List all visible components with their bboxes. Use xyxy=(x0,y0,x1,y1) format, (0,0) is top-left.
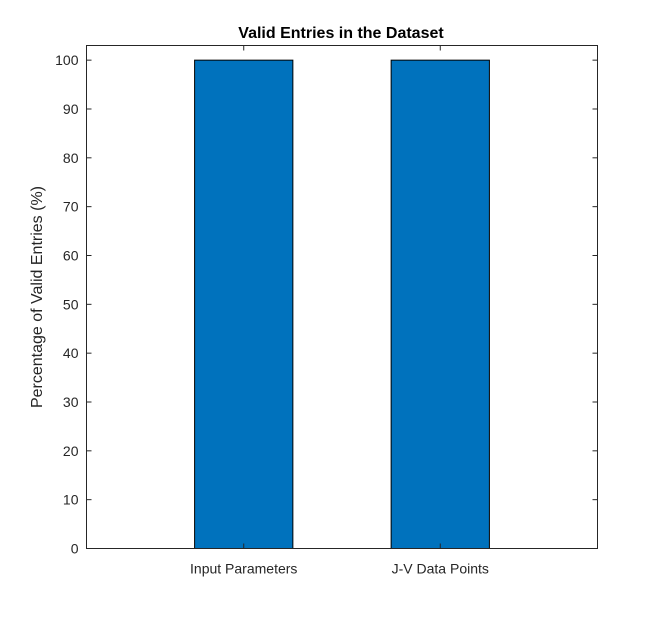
ticks-group: Input Parameters J-V Data Points 0 10 20 30 40… xyxy=(55,45,598,577)
x-tick-label: Input Parameters xyxy=(190,561,297,577)
plot-area xyxy=(86,45,598,549)
y-tick-label: 50 xyxy=(63,296,79,312)
y-tick-label: 10 xyxy=(63,492,79,508)
bar-2 xyxy=(390,59,490,550)
chart-title: Valid Entries in the Dataset xyxy=(238,25,444,42)
y-tick-label: 100 xyxy=(55,52,79,68)
y-tick-label: 80 xyxy=(63,150,79,166)
y-tick-label: 90 xyxy=(63,101,79,117)
y-tick-label: 0 xyxy=(71,541,79,557)
y-tick-label: 70 xyxy=(63,199,79,215)
y-axis-label: Percentage of Valid Entries (%) xyxy=(29,186,46,408)
bar-1 xyxy=(194,59,294,550)
y-tick-label: 30 xyxy=(63,394,79,410)
bars-group xyxy=(194,59,490,550)
y-tick-label: 60 xyxy=(63,247,79,263)
x-tick-label: J-V Data Points xyxy=(392,561,489,577)
y-tick-label: 20 xyxy=(63,443,79,459)
y-tick-label: 40 xyxy=(63,345,79,361)
